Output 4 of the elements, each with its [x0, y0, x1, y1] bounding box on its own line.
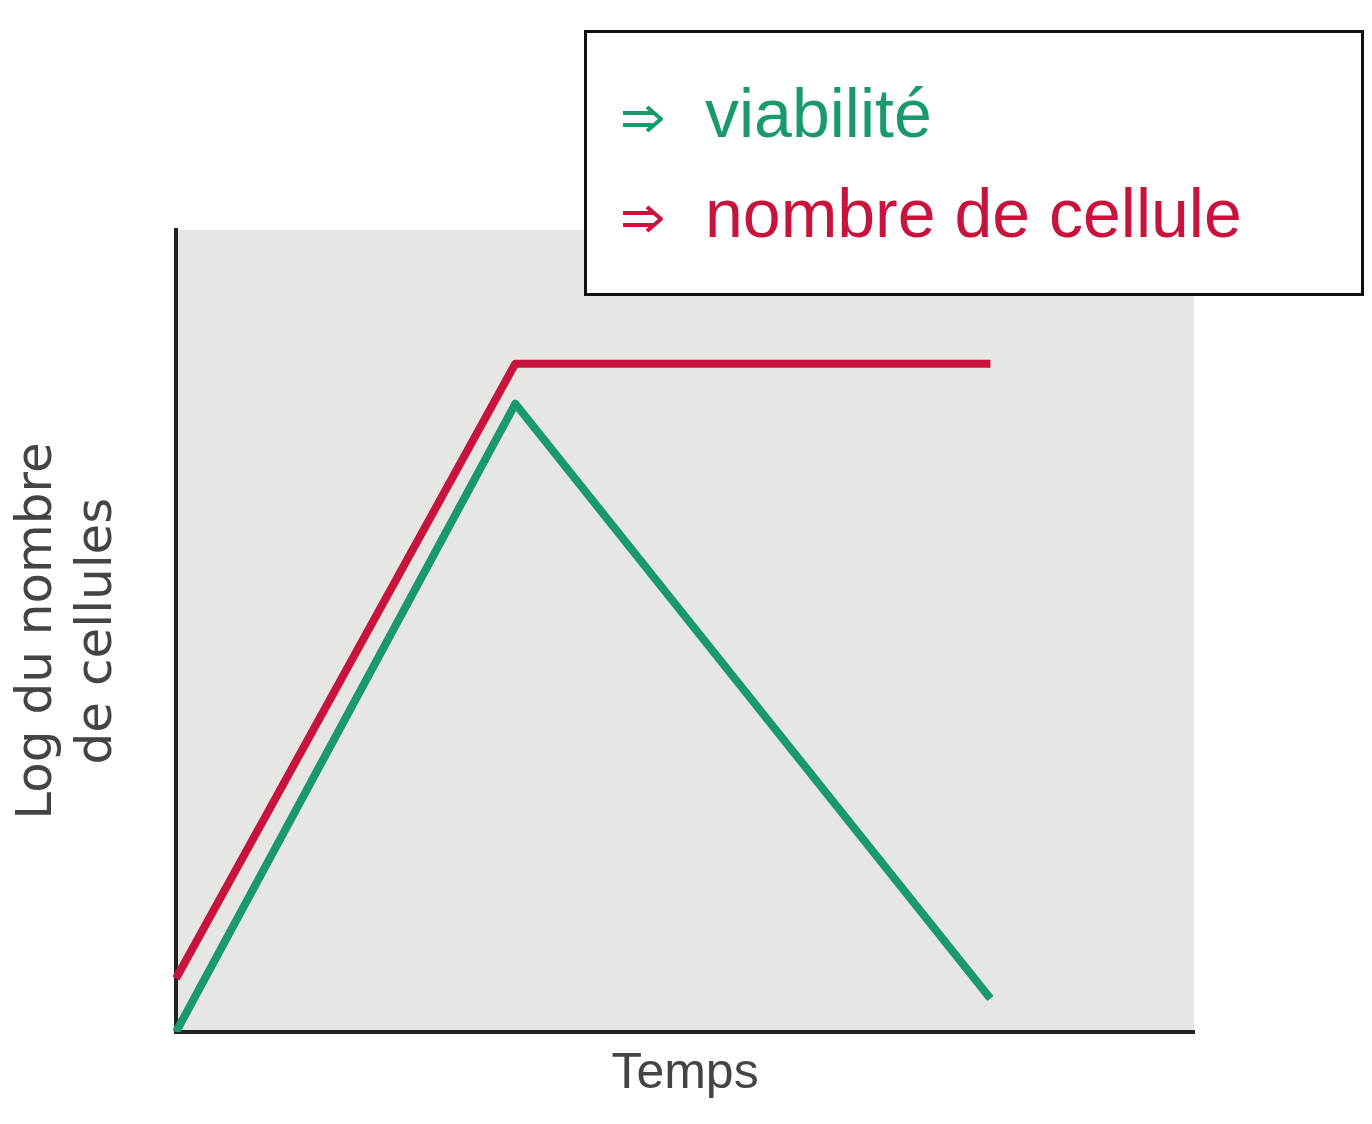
y-axis-title: Log du nombre de cellules [4, 442, 123, 820]
legend-label: nombre de cellule [705, 175, 1242, 251]
x-axis-title: Temps [611, 1042, 759, 1099]
legend-label: viabilité [705, 75, 932, 151]
